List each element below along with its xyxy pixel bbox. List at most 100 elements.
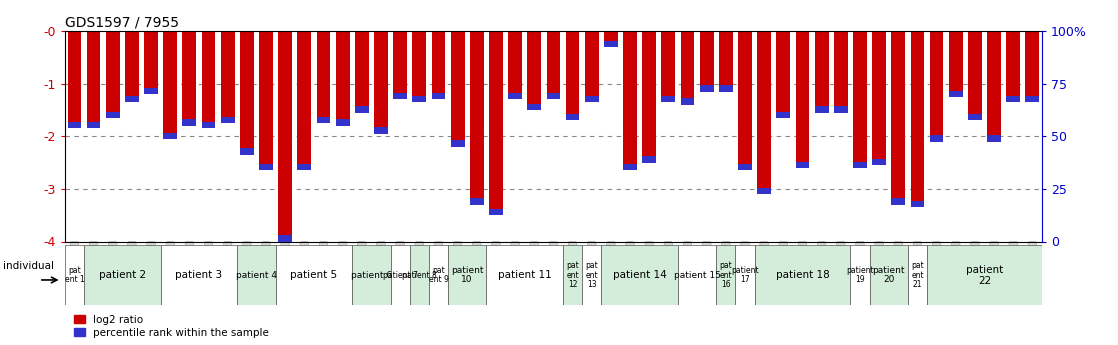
- Bar: [182, 119, 197, 126]
- Bar: [623, 164, 637, 170]
- Text: pat
ent 9: pat ent 9: [428, 266, 448, 285]
- Text: pat
ent
13: pat ent 13: [586, 261, 598, 289]
- Text: pat
ent
12: pat ent 12: [566, 261, 579, 289]
- Text: patient
17: patient 17: [731, 266, 759, 285]
- Bar: [161, 245, 237, 305]
- Bar: [776, 31, 790, 118]
- Text: patient
10: patient 10: [451, 266, 483, 285]
- Bar: [432, 31, 445, 99]
- Bar: [144, 88, 158, 94]
- Bar: [297, 31, 311, 170]
- Bar: [910, 31, 925, 207]
- Bar: [335, 119, 350, 126]
- Bar: [930, 135, 944, 141]
- Text: patient 4: patient 4: [236, 270, 277, 280]
- Bar: [643, 156, 656, 162]
- Bar: [851, 245, 870, 305]
- Bar: [394, 93, 407, 99]
- Bar: [834, 31, 847, 112]
- Bar: [717, 245, 736, 305]
- Bar: [987, 31, 1001, 141]
- Bar: [566, 114, 579, 120]
- Bar: [643, 31, 656, 162]
- Bar: [413, 96, 426, 102]
- Bar: [719, 31, 732, 91]
- Bar: [240, 148, 254, 155]
- Text: individual: individual: [3, 261, 55, 271]
- Bar: [776, 111, 790, 118]
- Bar: [1006, 31, 1020, 102]
- Bar: [375, 127, 388, 134]
- Bar: [278, 31, 292, 242]
- Bar: [1025, 31, 1040, 102]
- Bar: [757, 188, 771, 194]
- Text: pat
ent 1: pat ent 1: [65, 266, 84, 285]
- Bar: [681, 98, 694, 105]
- Bar: [259, 31, 273, 170]
- Bar: [486, 245, 563, 305]
- Bar: [547, 93, 560, 99]
- Bar: [201, 122, 216, 128]
- Text: patient
20: patient 20: [872, 266, 904, 285]
- Bar: [352, 245, 390, 305]
- Bar: [316, 31, 331, 123]
- Bar: [67, 31, 82, 128]
- Bar: [623, 31, 637, 170]
- Bar: [891, 31, 906, 205]
- Bar: [930, 31, 944, 141]
- Bar: [354, 106, 369, 112]
- Bar: [220, 31, 235, 123]
- Bar: [700, 31, 713, 91]
- Bar: [757, 31, 771, 194]
- Bar: [451, 140, 464, 147]
- Bar: [201, 31, 216, 128]
- Bar: [719, 85, 732, 91]
- Text: patient 6: patient 6: [351, 270, 392, 280]
- Bar: [604, 31, 618, 47]
- Bar: [240, 31, 254, 155]
- Bar: [220, 117, 235, 123]
- Bar: [297, 164, 311, 170]
- Bar: [662, 96, 675, 102]
- Bar: [872, 31, 887, 165]
- Bar: [585, 96, 598, 102]
- Bar: [65, 245, 84, 305]
- Text: patient 18: patient 18: [776, 270, 830, 280]
- Bar: [872, 159, 887, 165]
- Bar: [394, 31, 407, 99]
- Bar: [451, 31, 464, 147]
- Text: patient 8: patient 8: [401, 270, 437, 280]
- Text: patient 14: patient 14: [613, 270, 666, 280]
- Bar: [163, 31, 177, 139]
- Bar: [335, 31, 350, 126]
- Bar: [429, 245, 448, 305]
- Bar: [276, 245, 352, 305]
- Bar: [528, 104, 541, 110]
- Text: patient
22: patient 22: [966, 265, 1003, 286]
- Bar: [354, 31, 369, 112]
- Bar: [910, 201, 925, 207]
- Bar: [489, 31, 503, 215]
- Bar: [585, 31, 598, 102]
- Bar: [949, 31, 963, 97]
- Bar: [949, 90, 963, 97]
- Bar: [316, 117, 331, 123]
- Bar: [84, 245, 161, 305]
- Bar: [891, 198, 906, 205]
- Bar: [1006, 96, 1020, 102]
- Bar: [528, 31, 541, 110]
- Bar: [106, 31, 120, 118]
- Bar: [853, 31, 866, 168]
- Bar: [815, 31, 828, 112]
- Text: patient 3: patient 3: [176, 270, 222, 280]
- Text: patient 5: patient 5: [291, 270, 338, 280]
- Bar: [815, 106, 828, 112]
- Bar: [755, 245, 851, 305]
- Bar: [700, 85, 713, 91]
- Bar: [87, 31, 101, 128]
- Bar: [870, 245, 908, 305]
- Bar: [738, 164, 752, 170]
- Bar: [144, 31, 158, 94]
- Text: patient 11: patient 11: [498, 270, 551, 280]
- Bar: [968, 114, 982, 120]
